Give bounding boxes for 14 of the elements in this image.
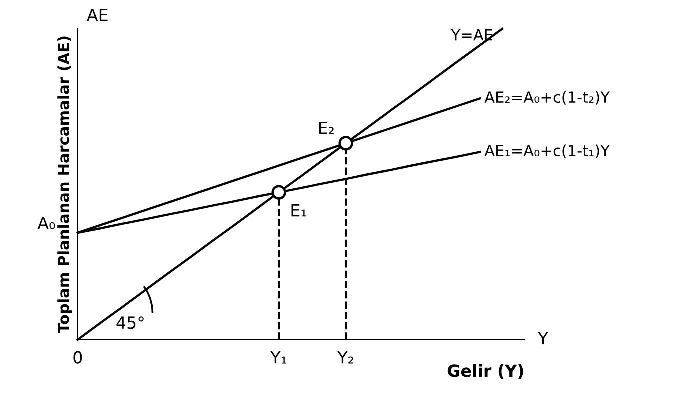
- x-axis-title: Gelir (Y): [448, 364, 524, 380]
- series-label: AE₂=A₀+c(1-t₂)Y: [484, 91, 610, 105]
- annotation: A₀: [38, 217, 56, 230]
- annotation: E₁: [292, 204, 306, 217]
- annotation: 45°: [116, 316, 144, 330]
- x-tick-label: Y₁: [270, 352, 287, 364]
- x-tick-label: Y₂: [338, 352, 354, 364]
- series-label: Y=AE: [451, 30, 493, 41]
- text: AE: [87, 9, 108, 22]
- annotation: E₂: [319, 122, 334, 134]
- x-tick-label: 0: [74, 351, 82, 364]
- series-label: AE₁=A₀+c(1-t₁)Y: [484, 144, 610, 158]
- y-axis-title: Toplam Planlanan Harcamalar (AE): [58, 36, 72, 334]
- text: Y: [538, 332, 548, 344]
